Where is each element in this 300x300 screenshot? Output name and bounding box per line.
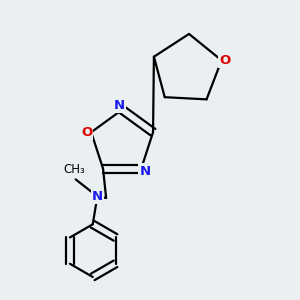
Text: N: N	[113, 99, 124, 112]
Text: N: N	[140, 164, 151, 178]
Text: O: O	[219, 54, 230, 67]
Text: N: N	[92, 190, 103, 203]
Text: CH₃: CH₃	[63, 163, 85, 176]
Text: O: O	[81, 126, 92, 139]
